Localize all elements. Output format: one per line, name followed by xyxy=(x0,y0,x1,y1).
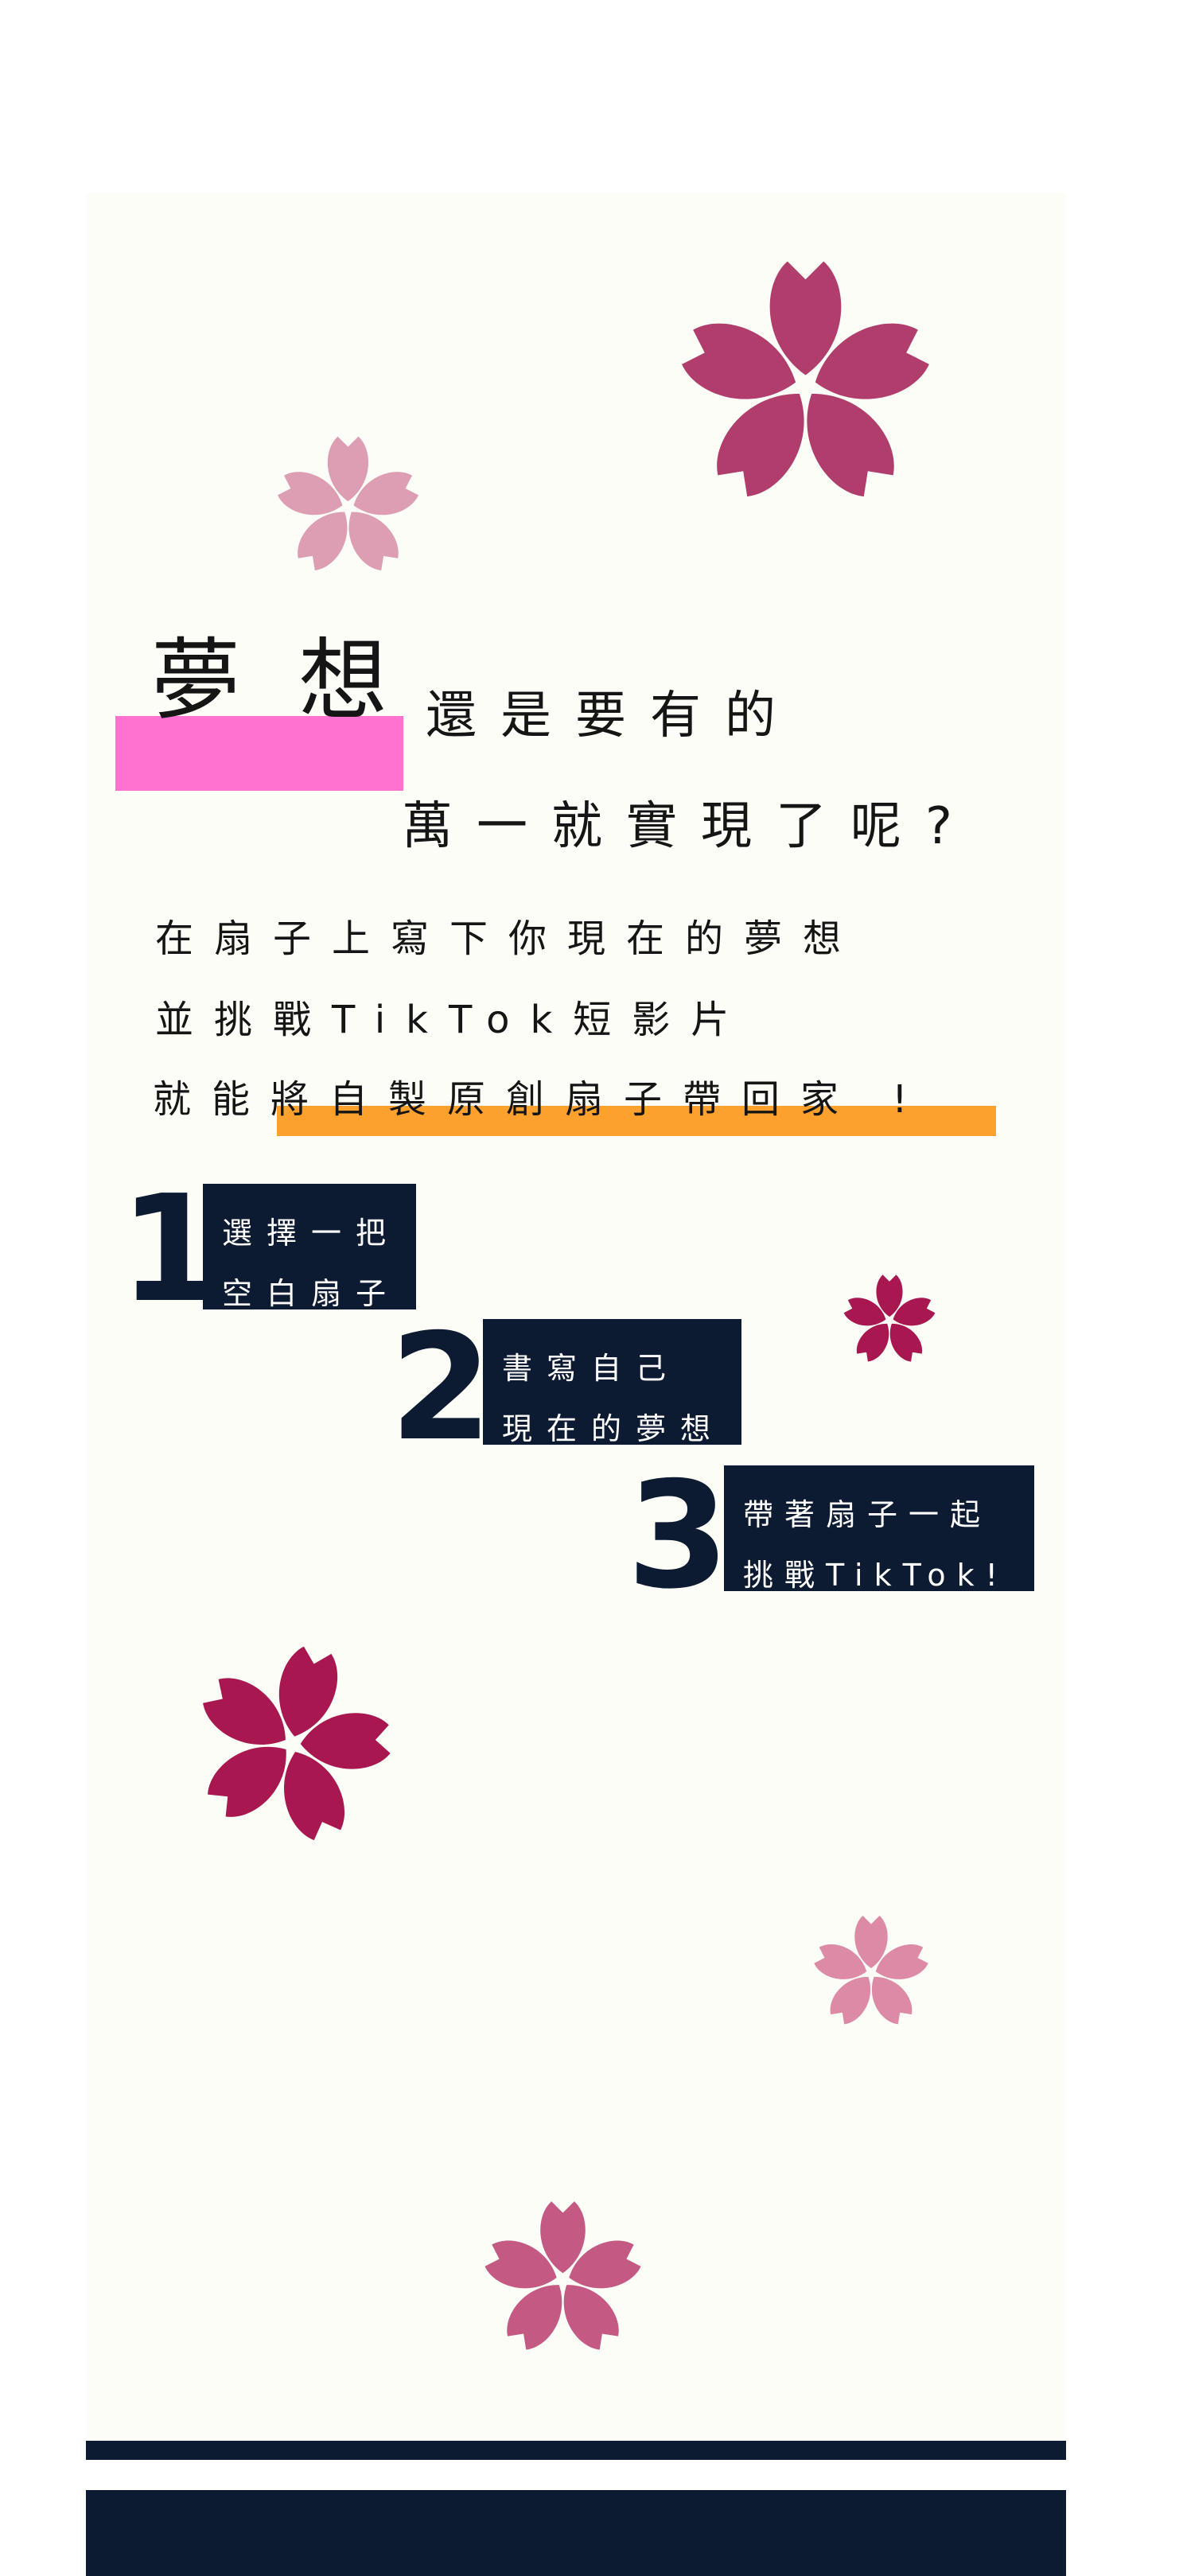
sakura-flower-icon xyxy=(842,1273,937,1368)
step-number: 2 xyxy=(390,1302,492,1473)
body-line-3: 就能將自製原創扇子帶回家 ! xyxy=(153,1077,928,1122)
body-line-2: 並挑戰TikTok短影片 xyxy=(155,998,750,1042)
step-text: 空白扇子 xyxy=(222,1276,401,1311)
body-line-1: 在扇子上寫下你現在的夢想 xyxy=(155,916,862,961)
step-text: 現在的夢想 xyxy=(502,1411,726,1446)
headline-char-1: 夢 xyxy=(151,629,240,733)
step-box: 書寫自己 現在的夢想 xyxy=(483,1319,741,1446)
headline-line-2: 萬一就實現了呢? xyxy=(402,797,976,856)
sakura-flower-icon xyxy=(274,434,422,581)
headline-char-2: 想 xyxy=(298,629,387,733)
step-box: 帶著扇子一起 挑戰TikTok! xyxy=(724,1465,1034,1593)
step-text: 帶著扇子一起 xyxy=(743,1497,992,1532)
step-text: 書寫自己 xyxy=(502,1351,681,1386)
headline-line-1: 還是要有的 xyxy=(426,687,800,745)
footer-stripe xyxy=(86,2441,1066,2460)
sakura-flower-icon xyxy=(676,256,935,515)
sakura-flower-icon xyxy=(811,1913,931,2033)
step-number: 3 xyxy=(627,1449,730,1621)
body-highlight xyxy=(277,1106,996,1136)
sakura-flower-icon xyxy=(191,1643,394,1846)
title-highlight xyxy=(115,716,403,791)
step-text: 挑戰TikTok! xyxy=(743,1558,1009,1593)
step-text: 選擇一把 xyxy=(222,1216,401,1251)
sakura-flower-icon xyxy=(481,2198,644,2361)
footer-band xyxy=(86,2490,1066,2576)
step-box: 選擇一把 空白扇子 xyxy=(203,1184,416,1311)
